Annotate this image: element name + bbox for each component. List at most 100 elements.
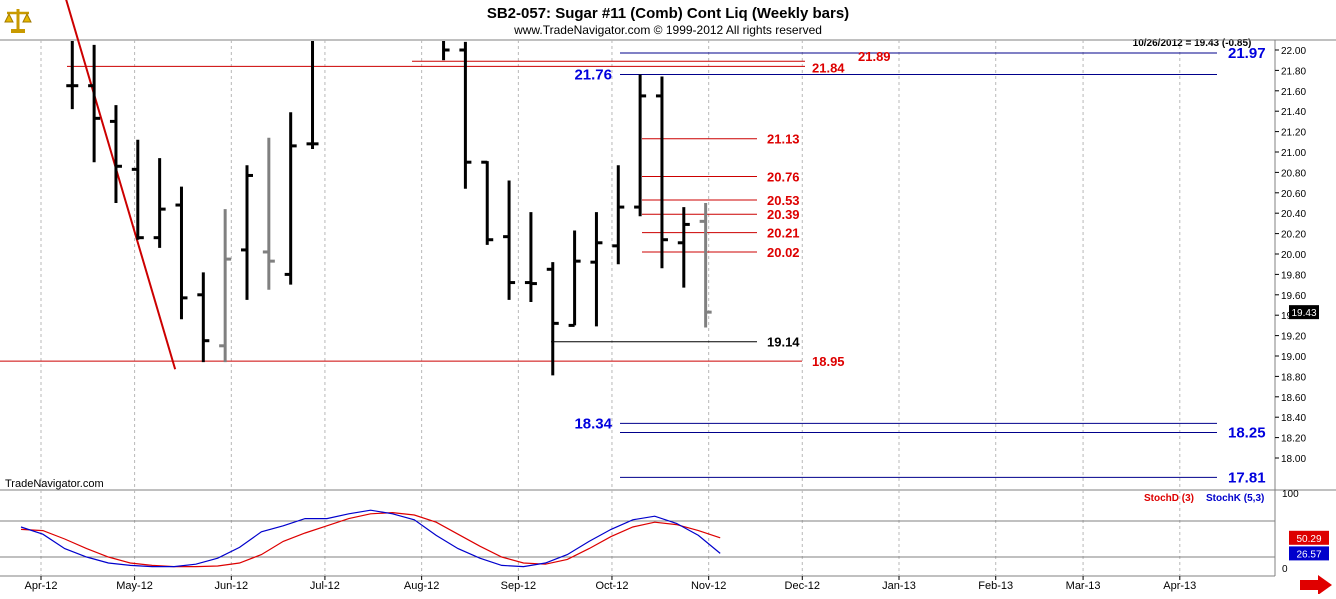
watermark-text: TradeNavigator.com	[5, 478, 104, 490]
last-price-info: 10/26/2012 = 19.43 (-0.85)	[1133, 38, 1252, 49]
scroll-right-arrow-icon[interactable]	[1300, 575, 1332, 595]
x-tick-label: Jun-12	[214, 580, 248, 592]
level-label: 20.02	[767, 245, 800, 260]
ohlc-bar	[66, 41, 79, 110]
level-label: 21.84	[812, 60, 845, 75]
x-tick-label: Dec-12	[785, 580, 820, 592]
level-label: 18.25	[1228, 425, 1266, 442]
ohlc-bar	[262, 137, 275, 290]
ohlc-bar	[131, 139, 144, 240]
ohlc-bar	[503, 180, 516, 300]
level-label: 20.53	[767, 193, 800, 208]
x-tick-label: Nov-12	[691, 580, 726, 592]
x-tick-label: Mar-13	[1066, 580, 1101, 592]
y-tick-label: 19.60	[1281, 291, 1306, 302]
ohlc-bar	[634, 74, 647, 217]
ohlc-bar	[109, 105, 122, 203]
y-tick-label: 21.20	[1281, 128, 1306, 139]
level-label: 20.21	[767, 226, 800, 241]
stoch-tick-label: 0	[1282, 564, 1288, 575]
ohlc-bar	[219, 209, 232, 363]
x-tick-label: Sep-12	[501, 580, 536, 592]
y-tick-label: 18.20	[1281, 434, 1306, 445]
time-axis: Apr-12 May-12 Jun-12 Jul-12 Aug-12 Sep-12 Oct-…	[24, 576, 1196, 592]
y-tick-label: 20.20	[1281, 230, 1306, 241]
ohlc-bar	[699, 203, 712, 328]
y-tick-label: 20.60	[1281, 189, 1306, 200]
y-tick-label: 21.80	[1281, 66, 1306, 77]
y-tick-label: 21.00	[1281, 148, 1306, 159]
ohlc-bar	[88, 44, 101, 163]
ohlc-bar	[153, 158, 166, 248]
x-tick-label: Feb-13	[978, 580, 1013, 592]
scales-logo-icon	[4, 6, 32, 34]
x-tick-label: Jul-12	[310, 580, 340, 592]
ohlc-bar	[241, 165, 253, 300]
trendline	[65, 0, 177, 370]
downtrend-line	[65, 0, 177, 370]
y-tick-label: 21.60	[1281, 87, 1306, 98]
stochk-value: 26.57	[1296, 549, 1321, 560]
stochd-value: 50.29	[1296, 534, 1321, 545]
stoch-tick-label: 100	[1282, 489, 1299, 500]
y-tick-label: 18.60	[1281, 393, 1306, 404]
level-label: 21.89	[858, 49, 891, 64]
copyright-text: www.TradeNavigator.com © 1999-2012 All r…	[513, 23, 822, 37]
ohlc-bar	[612, 165, 625, 265]
stochd-legend: StochD (3)	[1144, 493, 1194, 504]
x-tick-label: Aug-12	[404, 580, 439, 592]
stochk-value-box	[1289, 546, 1329, 561]
stochastic-panel: 50.29 26.57	[0, 509, 1329, 568]
stochd-value-box	[1289, 530, 1329, 545]
vertical-grid	[40, 40, 1181, 576]
level-label: 21.76	[574, 66, 612, 83]
ohlc-bar	[175, 186, 188, 320]
level-label: 19.14	[767, 335, 800, 350]
ohlc-bar	[306, 41, 319, 149]
y-tick-label: 19.00	[1281, 352, 1306, 363]
level-label: 18.34	[574, 415, 612, 432]
y-tick-label: 21.40	[1281, 107, 1306, 118]
ohlc-bar	[284, 112, 297, 285]
price-levels: 21.97 21.89 21.84 21.76 21.13 20.76 20.5320.39…	[0, 45, 1266, 486]
stochd-line	[20, 511, 721, 568]
ohlc-bar	[459, 41, 472, 189]
y-tick-label: 18.80	[1281, 372, 1306, 383]
price-bars	[66, 41, 712, 376]
ohlc-bar	[655, 76, 668, 269]
y-tick-label: 22.00	[1281, 46, 1306, 57]
ohlc-bar	[677, 207, 690, 288]
level-label: 20.39	[767, 207, 800, 222]
last-price-box: 19.43	[1289, 305, 1319, 320]
x-tick-label: May-12	[116, 580, 153, 592]
y-tick-label: 20.40	[1281, 209, 1306, 220]
y-tick-label: 19.80	[1281, 270, 1306, 281]
last-price-marker	[1289, 305, 1319, 320]
ohlc-bar	[481, 160, 494, 245]
y-tick-label: 18.00	[1281, 454, 1306, 465]
ohlc-bar	[590, 212, 603, 327]
price-axis: 22.00 21.80 21.60 21.40 21.20 21.00 20.80 20.60…	[1275, 46, 1306, 575]
level-label: 21.13	[767, 132, 800, 147]
x-tick-label: Apr-12	[24, 580, 57, 592]
y-tick-label: 18.40	[1281, 413, 1306, 424]
chart-title: SB2-057: Sugar #11 (Comb) Cont Liq (Week…	[487, 5, 849, 22]
level-label: 18.95	[812, 354, 845, 369]
x-tick-label: Jan-13	[882, 580, 916, 592]
level-label: 20.76	[767, 169, 800, 184]
y-tick-label: 20.80	[1281, 168, 1306, 179]
stochk-legend: StochK (5,3)	[1206, 493, 1264, 504]
last-price-value: 19.43	[1291, 308, 1316, 319]
ohlc-bar	[568, 230, 581, 327]
ohlc-bar	[524, 212, 537, 302]
y-tick-label: 19.20	[1281, 332, 1306, 343]
level-label: 17.81	[1228, 469, 1266, 486]
ohlc-bar	[546, 262, 559, 376]
x-tick-label: Apr-13	[1163, 580, 1196, 592]
ohlc-bar	[442, 41, 450, 61]
x-tick-label: Oct-12	[595, 580, 628, 592]
ohlc-bar	[197, 272, 210, 363]
stochk-line	[20, 509, 721, 568]
